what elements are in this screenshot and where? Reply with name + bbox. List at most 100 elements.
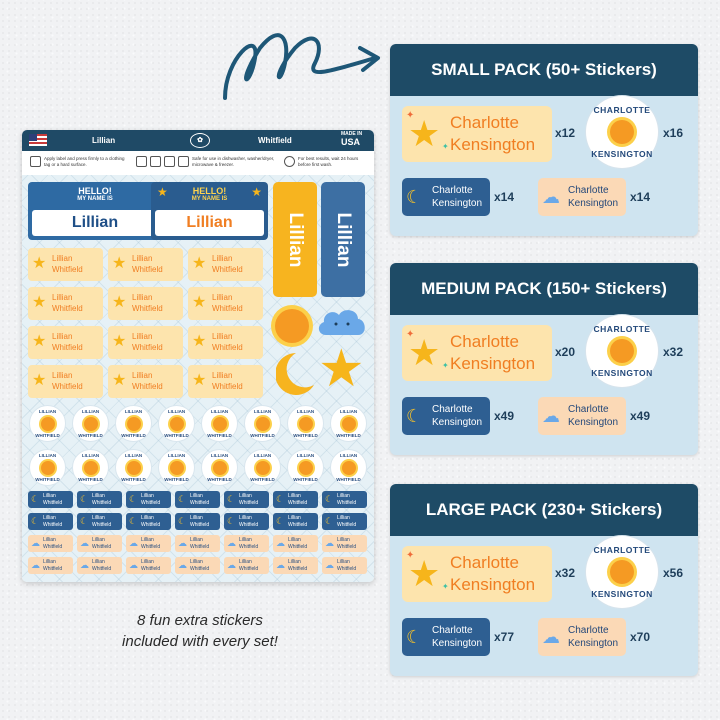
mini-name-label-blue: ☾ Lillian Whitfield: [77, 491, 122, 508]
pack-contents: ✦ ★ ✦ Charlotte Kensington x32 CHARLOTTE…: [390, 536, 698, 676]
qty-large-label: x32: [555, 566, 576, 580]
star-icon: ★: [318, 340, 365, 398]
large-name-label: ✦ ★ ✦ Charlotte Kensington: [402, 106, 552, 162]
qty-blue-label: x14: [494, 190, 515, 204]
shirt-icon: [30, 156, 41, 167]
mini-name-label-blue: ☾ Lillian Whitfield: [175, 513, 220, 530]
star-icon: ★: [112, 255, 127, 272]
name-label-small: ★ Lillian Whitfield: [108, 248, 183, 281]
hello-tag-blue: HELLO! MY NAME IS Lillian: [28, 182, 162, 240]
extra-stickers-caption: 8 fun extra stickers included with every…: [122, 612, 278, 650]
header-last-name: Whitfield: [258, 136, 292, 145]
mini-name-label-peach: ☁ Lillian Whitfield: [224, 535, 269, 552]
star-icon: ★: [192, 333, 207, 350]
round-name-label: LILLIAN WHITFIELD: [244, 449, 281, 486]
sparkle-icon: ✦: [442, 361, 449, 370]
moon-icon: ☾: [31, 516, 40, 526]
sun-icon: [213, 417, 227, 431]
sun-icon: [342, 461, 356, 475]
mini-name-label-blue: ☾ Lillian Whitfield: [273, 491, 318, 508]
mini-name-label-blue: ☾ Lillian Whitfield: [28, 513, 73, 530]
name-label-small: ★ Lillian Whitfield: [188, 248, 263, 281]
moon-icon: ☾: [227, 516, 236, 526]
freezer-icon: [178, 156, 189, 167]
mini-name-label-peach: ☁ Lillian Whitfield: [77, 535, 122, 552]
moon-icon: [276, 353, 314, 395]
round-name-label: LILLIAN WHITFIELD: [330, 405, 367, 442]
star-icon: ★: [32, 372, 47, 389]
star-icon: ★: [251, 185, 262, 199]
sun-icon: [256, 461, 270, 475]
round-name-label: LILLIAN WHITFIELD: [115, 449, 152, 486]
moon-icon: ☾: [276, 516, 285, 526]
qty-large-label: x12: [555, 126, 576, 140]
moon-icon: ☾: [80, 494, 89, 504]
made-in-usa-badge: MADE IN USA: [341, 131, 363, 147]
qty-round-label: x56: [663, 566, 684, 580]
sun-icon: [41, 461, 55, 475]
medium-name-label-peach: ☁ Charlotte Kensington: [538, 397, 626, 435]
qty-round-label: x16: [663, 126, 684, 140]
pack-card[interactable]: LARGE PACK (230+ Stickers) ✦ ★ ✦ Charlot…: [390, 484, 698, 676]
name-label-small: ★ Lillian Whitfield: [188, 287, 263, 320]
round-name-label: CHARLOTTE KENSINGTON: [586, 96, 658, 168]
sun-icon: [213, 461, 227, 475]
qty-peach-label: x14: [630, 190, 651, 204]
sparkle-icon: ✦: [442, 582, 449, 591]
moon-icon: ☾: [129, 516, 138, 526]
instructions-bar: Apply label and press firmly to a clothi…: [22, 151, 374, 175]
sun-icon: [84, 461, 98, 475]
instruction-apply: Apply label and press firmly to a clothi…: [30, 156, 130, 167]
mini-name-label-blue: ☾ Lillian Whitfield: [224, 491, 269, 508]
qty-peach-label: x70: [630, 630, 651, 644]
moon-icon: ☾: [227, 494, 236, 504]
mini-name-label-peach: ☁ Lillian Whitfield: [273, 535, 318, 552]
medium-name-label-peach: ☁ Charlotte Kensington: [538, 618, 626, 656]
sun-icon: [610, 339, 634, 363]
round-name-label: LILLIAN WHITFIELD: [158, 405, 195, 442]
mini-name-label-peach: ☁ Lillian Whitfield: [126, 535, 171, 552]
star-icon: ★: [192, 372, 207, 389]
curly-arrow-icon: [223, 33, 380, 100]
cloud-icon: [318, 310, 365, 335]
mini-name-label-blue: ☾ Lillian Whitfield: [28, 491, 73, 508]
pack-contents: ✦ ★ ✦ Charlotte Kensington x12 CHARLOTTE…: [390, 96, 698, 236]
round-name-label: LILLIAN WHITFIELD: [158, 449, 195, 486]
sparkle-icon: ✦: [406, 329, 415, 340]
sun-icon: [342, 417, 356, 431]
qty-blue-label: x77: [494, 630, 515, 644]
moon-icon: ☾: [406, 627, 423, 647]
cloud-icon: ☁: [542, 406, 560, 426]
pack-card[interactable]: MEDIUM PACK (150+ Stickers) ✦ ★ ✦ Charlo…: [390, 263, 698, 455]
qty-round-label: x32: [663, 345, 684, 359]
pack-card[interactable]: SMALL PACK (50+ Stickers) ✦ ★ ✦ Charlott…: [390, 44, 698, 236]
sun-icon: [127, 461, 141, 475]
round-name-label: LILLIAN WHITFIELD: [287, 405, 324, 442]
pack-title: MEDIUM PACK (150+ Stickers): [390, 263, 698, 315]
mini-name-label-peach: ☁ Lillian Whitfield: [28, 535, 73, 552]
star-icon: ★: [32, 333, 47, 350]
cloud-icon: ☁: [227, 538, 236, 548]
us-flag-icon: [29, 134, 47, 146]
sparkle-icon: ✦: [406, 550, 415, 561]
moon-icon: ☾: [325, 494, 334, 504]
round-name-label: CHARLOTTE KENSINGTON: [586, 536, 658, 608]
round-name-label: CHARLOTTE KENSINGTON: [586, 315, 658, 387]
sun-icon: [127, 417, 141, 431]
round-name-label: LILLIAN WHITFIELD: [330, 449, 367, 486]
cloud-icon: ☁: [542, 627, 560, 647]
sheet-body: HELLO! MY NAME IS Lillian ★ ★ HELLO! MY …: [22, 175, 374, 582]
moon-icon: ☾: [406, 187, 423, 207]
mini-name-label-peach: ☁ Lillian Whitfield: [77, 557, 122, 574]
sun-icon: [299, 417, 313, 431]
star-icon: ★: [112, 372, 127, 389]
qty-large-label: x20: [555, 345, 576, 359]
sun-icon: [299, 461, 313, 475]
mini-name-label-peach: ☁ Lillian Whitfield: [175, 557, 220, 574]
name-label-small: ★ Lillian Whitfield: [108, 365, 183, 398]
mini-name-label-blue: ☾ Lillian Whitfield: [322, 513, 367, 530]
large-name-label: ✦ ★ ✦ Charlotte Kensington: [402, 546, 552, 602]
cloud-icon: ☁: [31, 560, 40, 570]
timer-icon: [284, 156, 295, 167]
dishwasher-icon: [136, 156, 147, 167]
